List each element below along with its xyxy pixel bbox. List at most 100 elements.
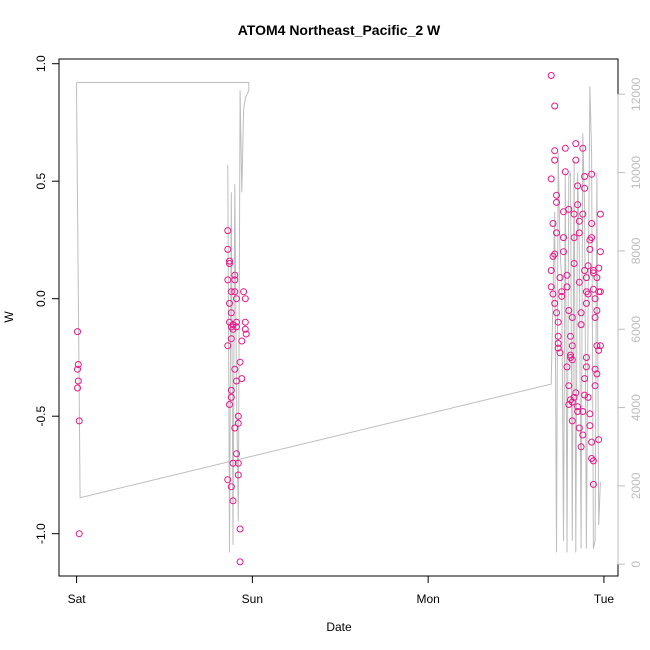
data-point bbox=[547, 267, 555, 274]
data-point bbox=[596, 342, 604, 350]
data-point bbox=[551, 147, 559, 155]
data-point bbox=[233, 450, 240, 458]
data-point bbox=[238, 337, 246, 345]
data-point bbox=[595, 346, 603, 354]
data-point bbox=[567, 396, 574, 404]
data-point bbox=[241, 295, 249, 303]
data-point bbox=[593, 274, 601, 282]
data-point bbox=[591, 295, 599, 303]
data-point bbox=[224, 227, 232, 235]
data-point bbox=[570, 210, 578, 218]
data-point bbox=[591, 365, 599, 373]
series-line-2 bbox=[76, 82, 250, 553]
x-tick-label: Mon bbox=[416, 592, 439, 606]
data-point bbox=[556, 349, 564, 357]
data-point bbox=[553, 309, 560, 317]
data-point bbox=[582, 354, 590, 361]
data-point bbox=[227, 386, 235, 394]
data-point bbox=[575, 217, 583, 225]
data-point bbox=[574, 408, 582, 415]
data-point bbox=[595, 436, 603, 444]
data-point bbox=[575, 278, 583, 286]
data-point bbox=[565, 382, 573, 390]
y2-tick-label: 10000 bbox=[629, 156, 643, 190]
data-point bbox=[567, 332, 574, 340]
data-point bbox=[581, 391, 589, 399]
data-point bbox=[231, 424, 239, 432]
data-point bbox=[579, 144, 587, 152]
data-point bbox=[547, 175, 555, 183]
data-point bbox=[226, 318, 233, 326]
data-point bbox=[579, 210, 587, 218]
y2-tick-label: 0 bbox=[629, 561, 643, 568]
y-axis-right: 0 2000 4000 6000 8000 10000 12000 bbox=[617, 77, 643, 568]
y-tick-label: -1.0 bbox=[34, 523, 48, 544]
data-point bbox=[582, 363, 590, 371]
data-point bbox=[74, 365, 81, 373]
data-point bbox=[588, 438, 596, 446]
data-point bbox=[558, 288, 566, 296]
data-point bbox=[568, 342, 576, 350]
data-point bbox=[74, 361, 82, 368]
data-point bbox=[553, 198, 560, 206]
data-point bbox=[581, 267, 589, 274]
data-point bbox=[551, 299, 559, 307]
data-point bbox=[568, 398, 576, 406]
x-axis-label: Date bbox=[326, 620, 352, 634]
data-point bbox=[582, 274, 590, 282]
y2-tick-label: 6000 bbox=[629, 316, 643, 343]
data-point bbox=[567, 351, 574, 359]
data-point bbox=[570, 260, 578, 267]
data-point bbox=[561, 168, 569, 176]
data-point bbox=[227, 393, 235, 401]
data-point bbox=[565, 401, 573, 408]
data-point bbox=[549, 290, 557, 298]
data-point bbox=[579, 408, 587, 415]
data-point bbox=[574, 403, 582, 411]
data-point bbox=[581, 375, 589, 383]
data-point bbox=[234, 412, 242, 420]
data-point bbox=[596, 248, 604, 256]
data-point bbox=[227, 309, 235, 317]
data-point bbox=[234, 471, 242, 479]
data-point bbox=[242, 330, 250, 338]
data-point bbox=[234, 459, 242, 467]
data-point bbox=[588, 234, 596, 242]
data-point bbox=[226, 299, 233, 307]
secondary-series-lines bbox=[76, 82, 601, 553]
data-point bbox=[233, 318, 240, 326]
series-line-1 bbox=[76, 82, 601, 553]
data-point bbox=[229, 459, 237, 467]
data-point bbox=[588, 170, 596, 178]
data-point bbox=[588, 220, 596, 227]
data-point bbox=[560, 234, 567, 242]
data-point bbox=[568, 314, 576, 321]
data-point bbox=[236, 358, 244, 366]
data-point bbox=[554, 318, 562, 326]
y-tick-label: 0.5 bbox=[34, 173, 48, 190]
data-point bbox=[75, 417, 83, 425]
data-point bbox=[572, 140, 580, 148]
data-point bbox=[577, 309, 585, 317]
data-point bbox=[551, 156, 559, 164]
data-point bbox=[560, 248, 567, 256]
data-point bbox=[74, 384, 81, 392]
data-point bbox=[584, 262, 592, 270]
data-point bbox=[570, 234, 578, 242]
data-point bbox=[549, 252, 557, 260]
data-point bbox=[595, 264, 603, 272]
data-point bbox=[551, 102, 559, 110]
data-point bbox=[224, 276, 232, 284]
y2-tick-label: 4000 bbox=[629, 394, 643, 421]
data-point bbox=[231, 271, 239, 279]
y-tick-label: 1.0 bbox=[34, 55, 48, 72]
data-point bbox=[75, 530, 83, 538]
data-point bbox=[584, 290, 592, 298]
data-point bbox=[575, 424, 583, 432]
data-point bbox=[586, 245, 594, 253]
data-point bbox=[574, 182, 582, 190]
data-point bbox=[231, 288, 239, 296]
data-point bbox=[554, 344, 562, 352]
y2-tick-label: 12000 bbox=[629, 77, 643, 111]
